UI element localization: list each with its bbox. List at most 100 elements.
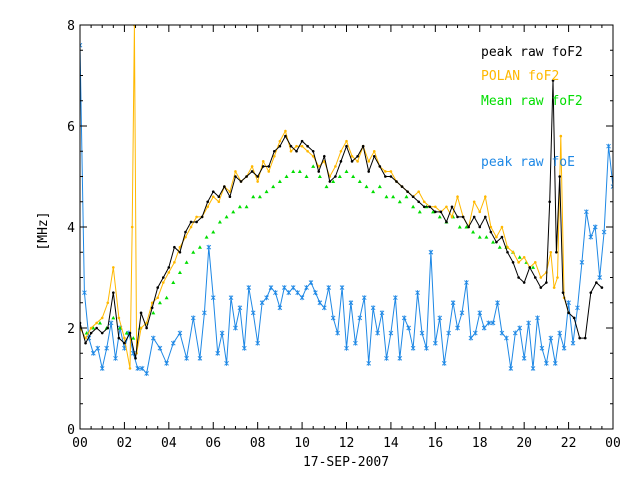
data-point (417, 190, 420, 193)
data-point (588, 234, 594, 240)
data-point (95, 345, 101, 351)
data-point (521, 355, 527, 361)
data-point (375, 330, 380, 336)
data-point (491, 240, 496, 244)
data-point (558, 175, 561, 178)
data-point (328, 180, 332, 183)
data-point (388, 330, 394, 336)
data-point (250, 170, 254, 173)
data-point (326, 285, 332, 291)
data-point (459, 310, 465, 316)
data-point (512, 330, 518, 336)
data-point (415, 290, 420, 296)
data-point (197, 355, 203, 361)
data-point (167, 271, 171, 274)
data-point (377, 184, 382, 189)
data-point (264, 295, 269, 301)
data-point (100, 331, 104, 335)
data-point (191, 250, 196, 254)
data-point (489, 225, 493, 229)
data-point (344, 169, 349, 173)
data-point (517, 255, 522, 259)
data-point (82, 290, 87, 296)
data-point (331, 179, 336, 184)
data-point (245, 175, 248, 178)
data-point (317, 300, 323, 306)
x-tick-label: 10 (294, 436, 310, 451)
data-point (157, 345, 163, 351)
data-point (539, 276, 543, 279)
data-point (217, 195, 221, 198)
data-point (157, 300, 162, 305)
data-point (300, 144, 304, 148)
data-point (437, 315, 443, 321)
data-point (313, 290, 318, 296)
data-point (150, 306, 154, 310)
data-point (549, 250, 553, 254)
data-point (506, 245, 509, 249)
data-point (134, 357, 137, 360)
data-point (151, 310, 156, 315)
data-point (224, 214, 229, 219)
data-point (277, 179, 282, 184)
data-point (304, 174, 309, 178)
data-point (411, 204, 416, 209)
data-point (350, 160, 354, 163)
y-tick-label: 0 (67, 423, 75, 438)
data-point (433, 340, 438, 346)
data-point (570, 340, 576, 346)
data-point (484, 235, 489, 239)
data-point (508, 365, 514, 371)
data-point (139, 311, 143, 315)
data-point (555, 250, 558, 254)
data-point (384, 194, 389, 199)
data-point (378, 165, 382, 168)
data-point (535, 315, 540, 321)
data-point (261, 160, 265, 163)
data-point (278, 139, 282, 143)
data-point (544, 360, 549, 366)
data-point (583, 336, 587, 340)
data-point (178, 245, 182, 249)
data-point (250, 310, 256, 316)
data-point (561, 291, 565, 294)
y-tick-label: 8 (67, 19, 75, 34)
data-point (202, 310, 207, 316)
data-point (490, 320, 496, 326)
data-point (410, 345, 416, 351)
data-point (244, 204, 249, 209)
data-point (461, 215, 465, 219)
data-point (401, 315, 407, 321)
data-point (184, 260, 189, 264)
data-point (517, 325, 523, 331)
data-point (173, 261, 176, 264)
data-point (257, 194, 262, 199)
data-point (533, 261, 537, 264)
data-point (317, 174, 322, 178)
data-point (345, 144, 348, 148)
data-point (457, 225, 462, 229)
data-point (297, 169, 302, 173)
data-point (104, 345, 109, 351)
data-point (357, 315, 363, 321)
data-point (106, 301, 110, 305)
data-point (268, 285, 274, 291)
x-tick-label: 16 (428, 436, 444, 451)
data-point (177, 270, 182, 274)
legend-entry-mean-raw-fof2: Mean raw foF2 (481, 94, 583, 109)
data-point (477, 310, 483, 316)
data-point (256, 180, 259, 183)
data-point (531, 265, 536, 269)
data-point (384, 175, 387, 178)
data-point (428, 205, 432, 209)
series-layer (80, 25, 613, 376)
data-point (446, 330, 451, 336)
data-point (117, 326, 122, 330)
data-point (317, 170, 321, 173)
data-point (597, 275, 602, 280)
data-point (552, 360, 558, 366)
data-point (422, 205, 426, 209)
data-point (600, 286, 604, 289)
data-point (339, 149, 343, 153)
